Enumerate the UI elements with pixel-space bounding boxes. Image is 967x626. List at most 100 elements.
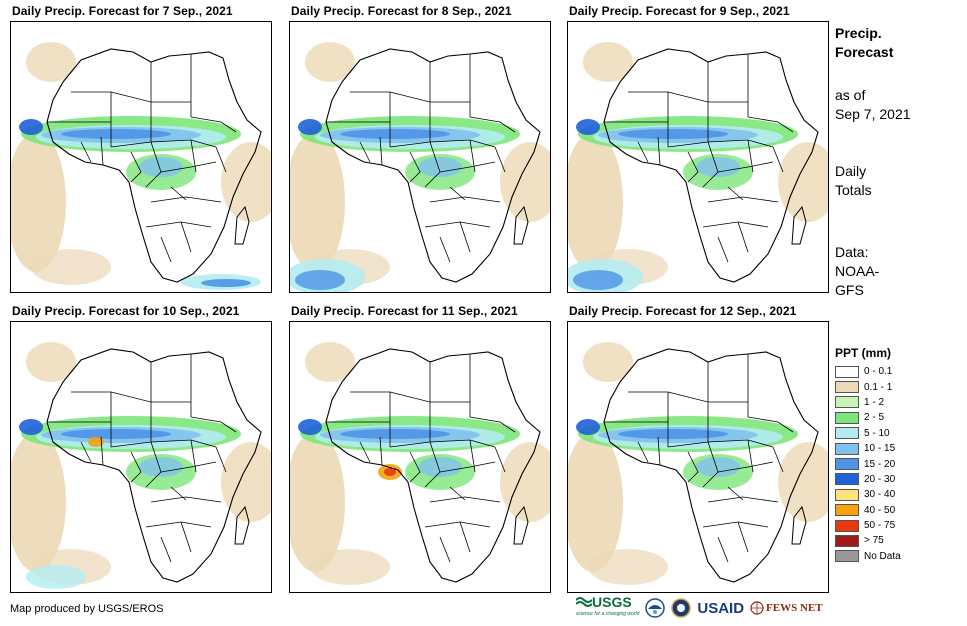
country-border [145, 521, 212, 528]
country-border [359, 441, 371, 463]
country-border [707, 196, 779, 203]
country-border [170, 486, 187, 501]
panel-title: Daily Precip. Forecast for 12 Sep., 2021 [569, 304, 797, 318]
precip-map [289, 321, 551, 593]
precip-area [618, 129, 728, 139]
precip-area [139, 457, 183, 477]
precip-area [500, 442, 550, 522]
legend-label: No Data [864, 550, 901, 562]
precip-area [11, 132, 66, 272]
country-border [747, 139, 754, 173]
legend-item: 5 - 10 [835, 426, 901, 441]
country-border [469, 439, 476, 473]
country-border [494, 146, 506, 173]
country-border [494, 446, 506, 473]
precip-area [298, 419, 322, 435]
country-border [215, 446, 227, 473]
legend-label: 5 - 10 [864, 427, 890, 439]
country-border [667, 139, 774, 148]
country-border [180, 221, 192, 253]
country-border [717, 461, 774, 473]
africa-coastline [325, 48, 541, 283]
country-border [80, 441, 92, 463]
precip-area [583, 42, 633, 82]
legend-swatch [835, 396, 859, 409]
legend-label: > 75 [864, 535, 884, 547]
legend-item: 1 - 2 [835, 395, 901, 410]
country-border [190, 139, 197, 173]
fews-net-logo: FEWS NET [750, 601, 823, 615]
legend-label: 20 - 30 [864, 473, 896, 485]
country-border [100, 136, 104, 166]
precip-area [26, 565, 86, 589]
legend-swatch [835, 504, 859, 517]
precip-area [576, 119, 600, 135]
madagascar-outline [513, 505, 529, 545]
precip-map [567, 21, 829, 293]
country-border [130, 451, 142, 483]
country-border [424, 521, 491, 528]
panel-title: Daily Precip. Forecast for 8 Sep., 2021 [291, 4, 512, 18]
country-border [637, 441, 649, 463]
country-border [469, 139, 476, 173]
precip-area [576, 419, 600, 435]
legend-label: 40 - 50 [864, 504, 896, 516]
data-source: Data: NOAA- GFS [835, 244, 880, 298]
country-border [772, 446, 784, 473]
legend-item: 30 - 40 [835, 487, 901, 502]
country-border [190, 116, 237, 133]
precip-area [696, 457, 740, 477]
country-border [747, 116, 794, 133]
map-credit: Map produced by USGS/EROS [10, 603, 164, 615]
country-border [409, 451, 421, 483]
precip-area [201, 279, 251, 287]
country-border [772, 146, 784, 173]
legend-swatch [835, 519, 859, 532]
country-border [130, 151, 142, 183]
legend-swatch [835, 411, 859, 424]
country-border [657, 436, 661, 466]
country-border [180, 521, 192, 553]
usgs-wave-icon [576, 597, 592, 607]
precip-area [19, 419, 43, 435]
precip-area [61, 129, 171, 139]
country-border [459, 521, 471, 553]
country-border [717, 236, 729, 263]
country-border [702, 521, 769, 528]
legend-swatch [835, 458, 859, 471]
precip-area [778, 142, 828, 222]
precip-area [221, 142, 271, 222]
precip-area [418, 457, 462, 477]
globe-icon [750, 601, 764, 615]
country-border [160, 536, 172, 563]
logo-strip: USGS science for a changing world USAID … [576, 595, 823, 620]
precip-area [568, 132, 623, 272]
country-border [702, 221, 769, 228]
legend-swatch [835, 488, 859, 501]
country-border [637, 141, 649, 163]
precip-map [567, 321, 829, 593]
precip-area [500, 142, 550, 222]
usaid-logo: USAID [697, 599, 745, 617]
precip-area [340, 429, 450, 439]
legend: PPT (mm) 0 - 0.1 0.1 - 1 1 - 2 2 - 5 5 - 10 1… [835, 346, 901, 564]
country-border [409, 151, 421, 183]
precip-map [289, 21, 551, 293]
legend-label: 30 - 40 [864, 489, 896, 501]
panel-title: Daily Precip. Forecast for 11 Sep., 2021 [291, 304, 518, 318]
legend-label: 0.1 - 1 [864, 381, 893, 393]
legend-label: 2 - 5 [864, 412, 885, 424]
legend-swatch [835, 534, 859, 547]
country-border [145, 221, 212, 228]
country-border [737, 221, 749, 253]
country-border [727, 186, 744, 201]
country-border [110, 439, 217, 448]
legend-rows: 0 - 0.1 0.1 - 1 1 - 2 2 - 5 5 - 10 10 - 15 15 … [835, 364, 901, 564]
precip-area [88, 437, 104, 447]
precip-area [11, 432, 66, 572]
country-border [439, 236, 451, 263]
panel-title: Daily Precip. Forecast for 9 Sep., 2021 [569, 4, 790, 18]
country-border [150, 196, 222, 203]
precip-area [31, 249, 111, 285]
country-border [707, 496, 779, 503]
